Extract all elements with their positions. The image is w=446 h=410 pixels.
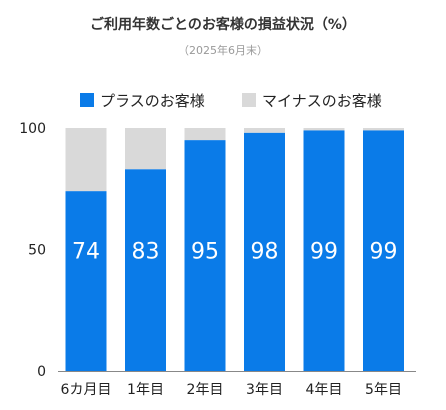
legend-swatch-minus — [242, 93, 256, 107]
x-tick-label: 2年目 — [187, 382, 224, 398]
bar-plus — [65, 191, 107, 371]
y-tick-label: 100 — [19, 121, 46, 137]
legend: プラスのお客様 マイナスのお客様 — [0, 90, 446, 110]
bar-minus — [65, 128, 107, 192]
bar-minus — [244, 128, 285, 133]
x-tick-label: 5年目 — [365, 382, 402, 398]
legend-label-plus: プラスのお客様 — [100, 91, 205, 110]
chart-subtitle: （2025年6月末） — [178, 44, 268, 57]
bar-plus — [363, 130, 404, 371]
bar-minus — [125, 128, 166, 170]
x-tick-label: 4年目 — [306, 382, 343, 398]
bar-minus — [303, 128, 345, 131]
legend-swatch-plus — [80, 93, 94, 107]
y-tick-label: 50 — [28, 243, 46, 259]
y-tick-label: 0 — [37, 364, 46, 380]
data-label: 99 — [370, 240, 398, 265]
data-label: 98 — [251, 240, 279, 265]
data-label: 74 — [72, 240, 100, 265]
legend-label-minus: マイナスのお客様 — [262, 91, 382, 110]
data-label: 83 — [132, 240, 160, 265]
bar-plus — [303, 130, 345, 371]
legend-item-minus: マイナスのお客様 — [242, 90, 382, 110]
x-tick-label: 6カ月目 — [61, 382, 112, 398]
x-tick-label: 1年目 — [127, 382, 164, 398]
bar-minus — [363, 128, 404, 131]
data-label: 95 — [191, 240, 219, 265]
bar-plus — [244, 132, 285, 371]
legend-item-plus: プラスのお客様 — [80, 90, 205, 110]
x-tick-label: 3年目 — [246, 382, 283, 398]
chart-title: ご利用年数ごとのお客様の損益状況（%） — [90, 17, 356, 33]
bar-minus — [184, 128, 226, 141]
bar-plus — [184, 140, 226, 371]
bar-plus — [125, 169, 166, 371]
data-label: 99 — [310, 240, 338, 265]
